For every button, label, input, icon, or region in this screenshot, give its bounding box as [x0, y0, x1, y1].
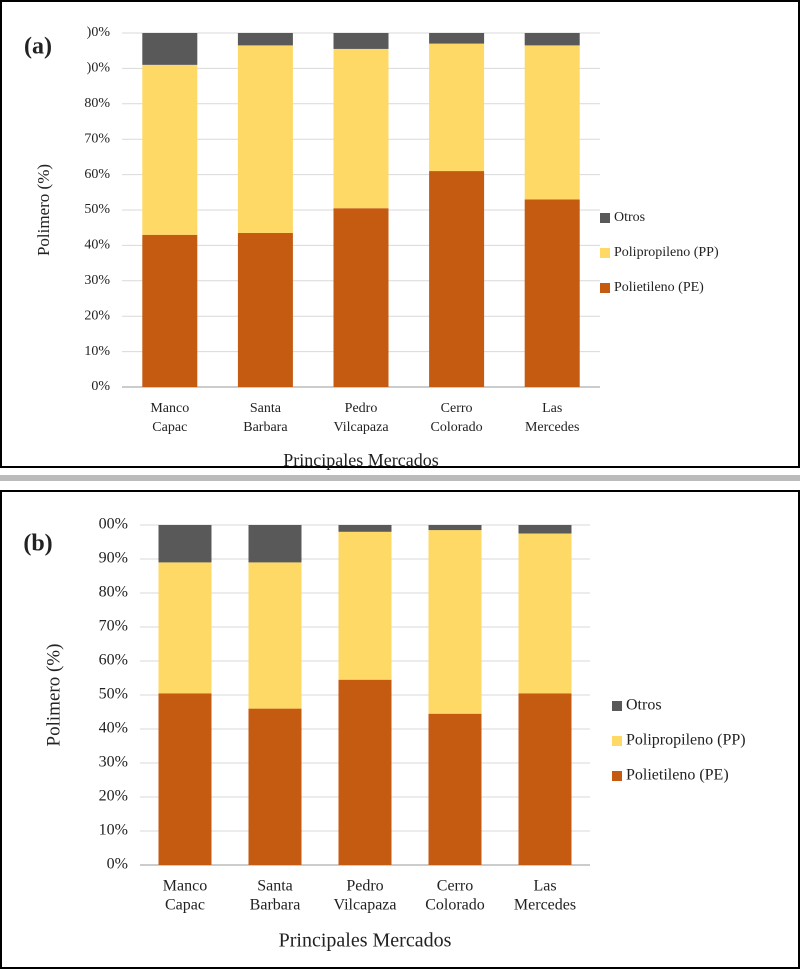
x-tick-label: Capac: [152, 420, 187, 435]
bar-segment: [142, 234, 198, 387]
bar-segment: [429, 43, 485, 172]
y-tick-label: 90%: [99, 550, 128, 567]
x-axis-label: Principales Mercados: [283, 450, 438, 470]
bar-segment: [338, 525, 392, 532]
x-tick-label: Las: [533, 878, 556, 895]
bar-segment: [338, 679, 392, 865]
legend-label: Polipropileno (PP): [626, 732, 746, 749]
y-tick-label: 80%: [99, 584, 128, 601]
y-tick-label: 60%: [84, 167, 110, 182]
legend-swatch: [612, 736, 622, 746]
bar-segment: [248, 708, 302, 865]
bar-segment: [518, 525, 572, 534]
y-tick-label: 10%: [84, 344, 110, 359]
x-tick-label: Barbara: [250, 897, 301, 914]
bar-segment: [142, 33, 198, 65]
panel-label: (a): [24, 34, 52, 60]
y-tick-label: )0%: [87, 25, 111, 40]
y-tick-label: 0%: [107, 856, 128, 873]
bar-segment: [428, 713, 482, 865]
legend-label: Polietileno (PE): [626, 767, 729, 784]
bar-segment: [333, 208, 389, 387]
bar-segment: [142, 64, 198, 235]
bar-segment: [333, 33, 389, 49]
legend-swatch: [600, 213, 610, 223]
bar-segment: [524, 199, 580, 387]
y-tick-label: 40%: [99, 720, 128, 737]
x-tick-label: Manco: [163, 878, 207, 895]
bar-segment: [158, 525, 212, 563]
bar-segment: [518, 533, 572, 694]
bar-segment: [237, 33, 293, 46]
y-tick-label: 30%: [99, 754, 128, 771]
legend-label: Otros: [626, 697, 662, 714]
panel-border: [0, 490, 800, 969]
bar-segment: [428, 530, 482, 714]
y-tick-label: 70%: [99, 618, 128, 635]
bar-segment: [333, 48, 389, 209]
y-axis-label: Polimero (%): [43, 644, 64, 747]
x-tick-label: Pedro: [345, 401, 378, 416]
y-tick-label: 30%: [84, 273, 110, 288]
y-tick-label: 20%: [99, 788, 128, 805]
y-tick-label: 80%: [84, 96, 110, 111]
legend-label: Polipropileno (PP): [614, 245, 719, 260]
bar-segment: [524, 33, 580, 46]
bar-segment: [429, 33, 485, 44]
bar-segment: [428, 525, 482, 531]
y-axis-label: Polimero (%): [34, 164, 53, 256]
legend-swatch: [612, 701, 622, 711]
y-tick-label: 70%: [84, 131, 110, 146]
y-tick-label: 60%: [99, 652, 128, 669]
x-tick-label: Manco: [150, 401, 189, 416]
bar-segment: [237, 233, 293, 387]
bar-segment: [158, 693, 212, 865]
x-tick-label: Vilcapaza: [333, 420, 389, 435]
x-axis-label: Principales Mercados: [279, 930, 452, 952]
x-tick-label: Vilcapaza: [334, 897, 397, 914]
panel-label: (b): [23, 531, 52, 557]
y-tick-label: 00%: [99, 516, 128, 533]
bar-segment: [237, 45, 293, 234]
legend-label: Polietileno (PE): [614, 280, 704, 295]
x-tick-label: Colorado: [431, 420, 483, 435]
x-tick-label: Mercedes: [525, 420, 579, 435]
bar-segment: [248, 562, 302, 709]
y-tick-label: 20%: [84, 308, 110, 323]
bar-segment: [429, 171, 485, 387]
bar-segment: [338, 531, 392, 680]
x-tick-label: Cerro: [441, 401, 473, 416]
x-tick-label: Pedro: [346, 878, 383, 895]
x-tick-label: Las: [542, 401, 562, 416]
x-tick-label: Colorado: [425, 897, 485, 914]
x-tick-label: Santa: [257, 878, 293, 895]
x-tick-label: Mercedes: [514, 897, 576, 914]
x-tick-label: Capac: [165, 897, 205, 914]
y-tick-label: )0%: [87, 61, 111, 76]
x-tick-label: Cerro: [437, 878, 473, 895]
y-tick-label: 10%: [99, 822, 128, 839]
x-tick-label: Santa: [250, 401, 282, 416]
y-tick-label: 40%: [84, 238, 110, 253]
legend-swatch: [612, 771, 622, 781]
legend-swatch: [600, 248, 610, 258]
y-tick-label: 0%: [91, 379, 110, 394]
y-tick-label: 50%: [84, 202, 110, 217]
legend-label: Otros: [614, 210, 645, 225]
y-tick-label: 50%: [99, 686, 128, 703]
bar-segment: [524, 45, 580, 200]
bar-segment: [248, 525, 302, 563]
bar-segment: [518, 693, 572, 865]
panel-border: [0, 0, 800, 468]
legend-swatch: [600, 283, 610, 293]
bar-segment: [158, 562, 212, 694]
x-tick-label: Barbara: [243, 420, 288, 435]
